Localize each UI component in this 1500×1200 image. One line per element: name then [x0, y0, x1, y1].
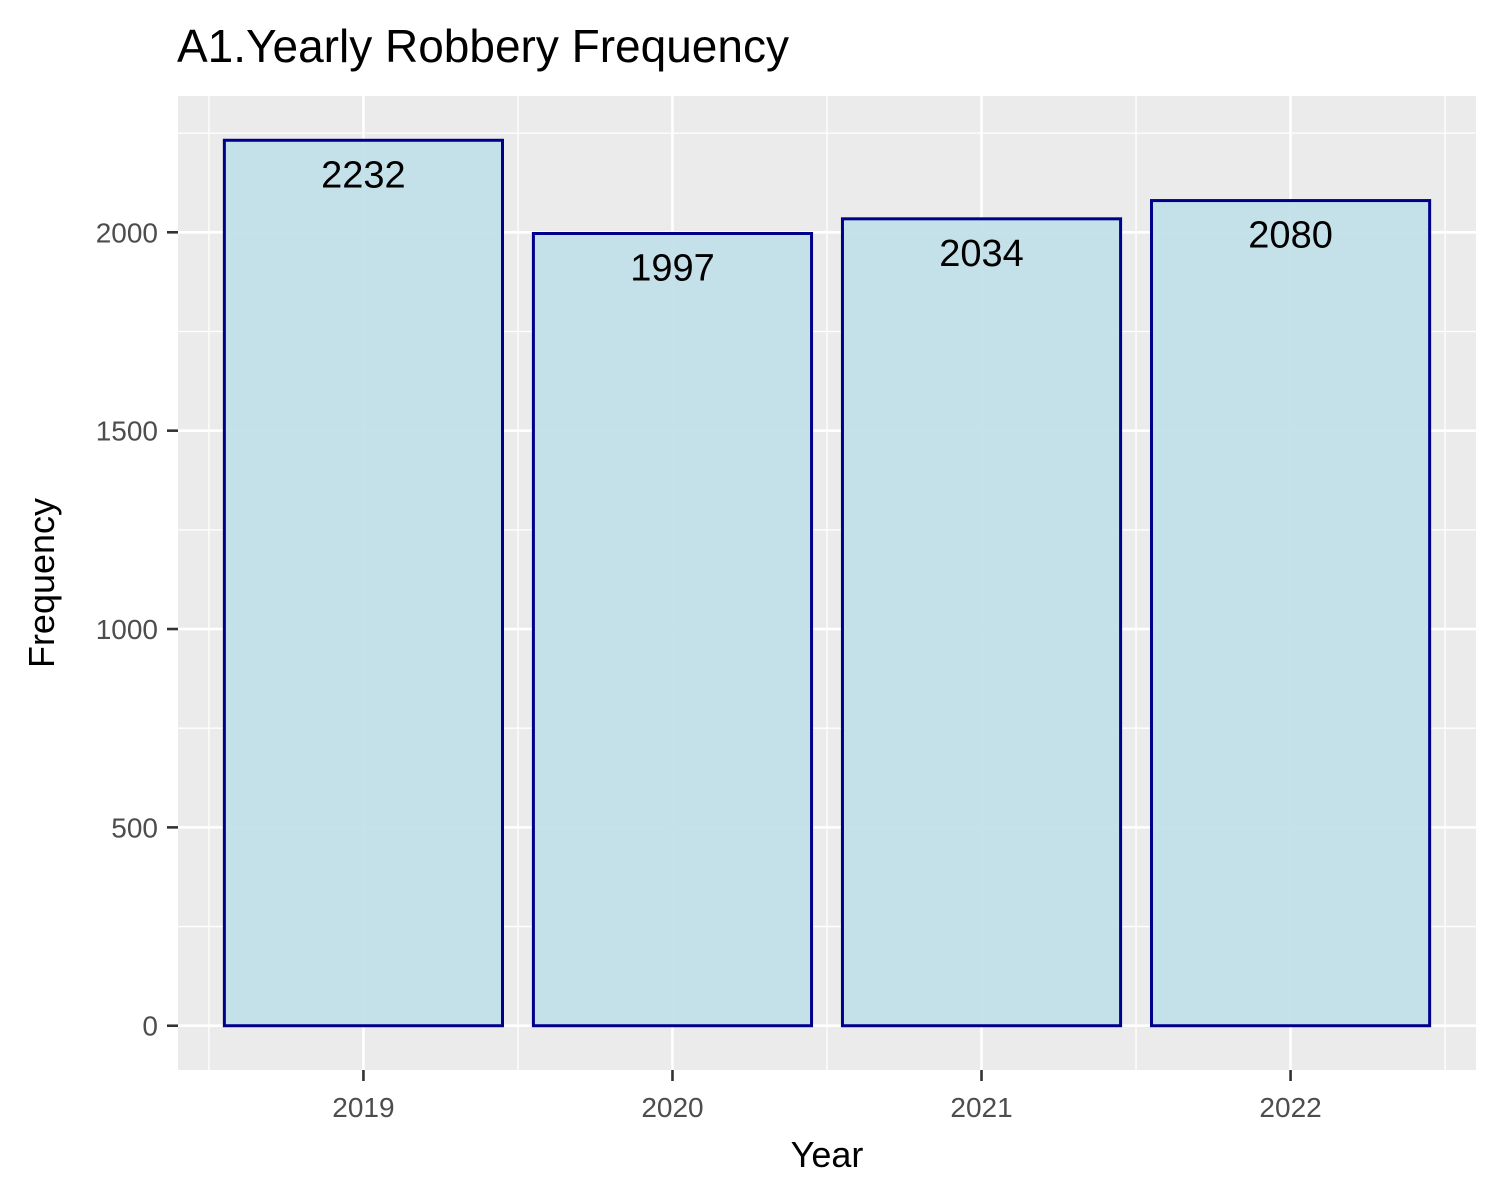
data-label-2022: 2080: [1248, 215, 1333, 257]
bars: [222, 138, 1432, 1028]
y-tick-label: 0: [142, 1011, 158, 1042]
data-label-2019: 2232: [321, 154, 406, 196]
bar-2019: [222, 138, 504, 1028]
y-axis-title: Frequency: [21, 498, 62, 668]
bar-2022: [1150, 199, 1432, 1028]
y-tick-label: 1500: [96, 416, 158, 447]
data-label-2021: 2034: [939, 233, 1024, 275]
y-tick-label: 500: [111, 812, 158, 843]
chart-title: A1.Yearly Robbery Frequency: [177, 20, 789, 72]
x-axis: 2019 2020 2021 2022: [332, 1070, 1322, 1123]
y-tick-label: 1000: [96, 614, 158, 645]
data-labels: 2232 1997 2034 2080: [321, 154, 1333, 289]
x-tick-label: 2020: [641, 1092, 703, 1123]
x-tick-label: 2019: [332, 1092, 394, 1123]
x-axis-title: Year: [791, 1134, 864, 1175]
x-tick-label: 2021: [950, 1092, 1012, 1123]
y-tick-label: 2000: [96, 217, 158, 248]
bar-2021: [840, 217, 1123, 1028]
data-label-2020: 1997: [630, 247, 715, 289]
x-tick-label: 2022: [1259, 1092, 1321, 1123]
bar-2020: [531, 231, 814, 1028]
y-axis: 0 500 1000 1500 2000: [96, 217, 178, 1042]
